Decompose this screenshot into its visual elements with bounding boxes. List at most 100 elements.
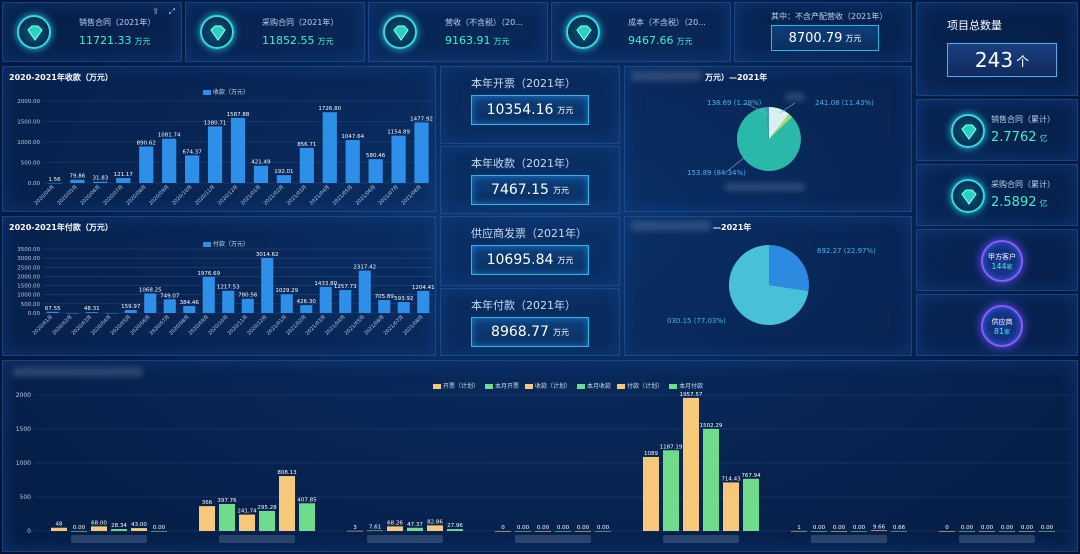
- export-icon[interactable]: ⇪: [152, 7, 159, 16]
- blurred-title: [631, 71, 701, 81]
- bar: [219, 503, 235, 531]
- bar: [723, 482, 739, 531]
- bar: [979, 531, 995, 532]
- data-label: 68.26: [387, 520, 403, 526]
- blurred-x-label: [959, 535, 1035, 543]
- data-label: 0.00: [1021, 525, 1034, 531]
- bar: [397, 302, 410, 313]
- payment-title: 本年付款（2021年）: [471, 299, 576, 312]
- bar: [276, 175, 291, 183]
- kpi-label: 成本（不含税）（20...: [628, 18, 706, 27]
- y-tick-label: 500.00: [21, 302, 41, 308]
- data-label: 1976.69: [197, 271, 220, 277]
- payments-bar-chart: 0.00 500.00 1000.00 1500.00 2000.00 2500.00 30…: [17, 247, 435, 337]
- bar: [595, 531, 611, 532]
- bar: [378, 300, 391, 313]
- y-tick-label: 3000.00: [17, 256, 40, 262]
- bar: [124, 310, 137, 313]
- pie-label: 030.15 (77.03%): [667, 317, 726, 325]
- pie-slice: [766, 106, 769, 139]
- bar: [387, 526, 403, 531]
- y-tick-label: 500.00: [21, 161, 41, 167]
- gem-icon: [200, 15, 234, 49]
- data-label: 1154.89: [387, 130, 410, 136]
- data-label: 0.00: [537, 525, 550, 531]
- bar: [791, 530, 807, 532]
- receipt-title: 本年收款（2021年）: [471, 157, 576, 170]
- bar: [199, 506, 215, 531]
- bar: [116, 178, 131, 183]
- kpi-value: 9467.66 万元: [628, 34, 693, 47]
- supplier-label: 供应商: [991, 317, 1013, 326]
- data-label: 31.83: [92, 176, 108, 182]
- pie-label: 153.89 (84.34%): [687, 169, 746, 177]
- y-tick-label: 1000: [16, 460, 31, 467]
- legend-item[interactable]: 开票（计划）: [433, 381, 479, 390]
- data-label: 7.61: [369, 524, 381, 530]
- data-label: 0.00: [833, 525, 846, 531]
- legend-item[interactable]: 本月收款: [577, 381, 611, 390]
- data-label: 384.46: [180, 300, 200, 306]
- receipt-value: 7467.15 万元: [471, 175, 589, 205]
- x-tick-label: 2020/04月: [33, 184, 55, 206]
- x-tick-label: 2021/08月: [402, 314, 424, 336]
- bar: [319, 286, 332, 313]
- x-tick-label: 2020/06月: [79, 184, 101, 206]
- gem-icon: [566, 15, 600, 49]
- bar: [91, 526, 107, 531]
- supplier-count-panel: 供应商 81家: [916, 294, 1078, 356]
- x-tick-label: 2021/02月: [263, 184, 285, 206]
- pie-slice: [769, 106, 789, 139]
- client-value: 144家: [991, 261, 1013, 271]
- bar: [202, 276, 215, 313]
- data-label: 1433.80: [314, 281, 337, 287]
- data-label: 0.00: [981, 525, 994, 531]
- legend-item[interactable]: 本月付款: [669, 381, 703, 390]
- y-tick-label: 0.00: [28, 181, 41, 187]
- blurred-title: [13, 367, 143, 377]
- pie-slice: [769, 245, 809, 291]
- legend-label: 收款（万元）: [213, 89, 250, 96]
- data-label: 1029.29: [275, 288, 298, 294]
- bar: [575, 531, 591, 532]
- data-label: 0.00: [813, 525, 826, 531]
- receipts-chart-panel: 2020-2021年收款（万元） 收款（万元） 0.00 500.00 1000.0…: [2, 66, 436, 212]
- data-label: 1204.41: [412, 285, 435, 291]
- x-tick-label: 2020/09月: [148, 184, 170, 206]
- blurred-label: [785, 93, 805, 101]
- bar: [663, 450, 679, 531]
- y-tick-label: 1500.00: [17, 284, 40, 290]
- legend-item[interactable]: 收款（计划）: [525, 381, 571, 390]
- kpi-value: 2.5892 亿: [991, 195, 1048, 210]
- pie-panel-2: —2021年 692.27 (22.97%) 030.15 (77.03%): [624, 216, 912, 356]
- gem-icon: [17, 15, 51, 49]
- project-count-title: 项目总数量: [947, 19, 1002, 32]
- monthly-plan-chart-panel: 开票（计划） 本月开票 收款（计划） 本月收款 付款（计划） 本月付款 0 500 1000 1…: [2, 360, 1078, 552]
- kpi-revenue: 营收（不含税）（20... 9163.91 万元: [368, 2, 548, 62]
- data-label: 1477.92: [410, 116, 433, 122]
- legend-item[interactable]: 本月开票: [485, 381, 519, 390]
- supplier-value: 81家: [993, 326, 1011, 336]
- bar: [515, 531, 531, 532]
- supplier-invoice-panel: 供应商发票（2021年） 10695.84 万元: [440, 216, 620, 286]
- chart-title: 2020-2021年付款（万元）: [9, 223, 113, 232]
- monthly-plan-bar-chart: 0 500 1000 1500 2000 48 0.00 68.00 28.34 43.00 0.0…: [16, 392, 1071, 543]
- bar: [1019, 531, 1035, 532]
- kpi-sales-contract-total: 销售合同（累计） 2.7762 亿: [916, 99, 1078, 161]
- blurred-title: [631, 221, 711, 231]
- supplier-invoice-value: 10695.84 万元: [471, 245, 589, 275]
- data-label: 0: [945, 525, 949, 531]
- bar: [139, 146, 154, 183]
- data-label: 407.85: [297, 497, 317, 503]
- bar: [144, 293, 157, 313]
- data-label: 1257.73: [334, 284, 357, 290]
- fullscreen-icon[interactable]: ⤢: [168, 7, 175, 16]
- y-tick-label: 0: [27, 528, 31, 535]
- data-label: 48.31: [84, 306, 100, 312]
- bar: [207, 126, 223, 183]
- kpi-non-property-revenue: 其中：不含产配营收（2021年） 8700.79 万元: [734, 2, 912, 62]
- x-tick-label: 2021/08月: [400, 184, 422, 206]
- pie-label: 241.08 (11.43%): [815, 99, 874, 107]
- bar: [241, 298, 254, 313]
- legend-item[interactable]: 付款（计划）: [617, 381, 663, 390]
